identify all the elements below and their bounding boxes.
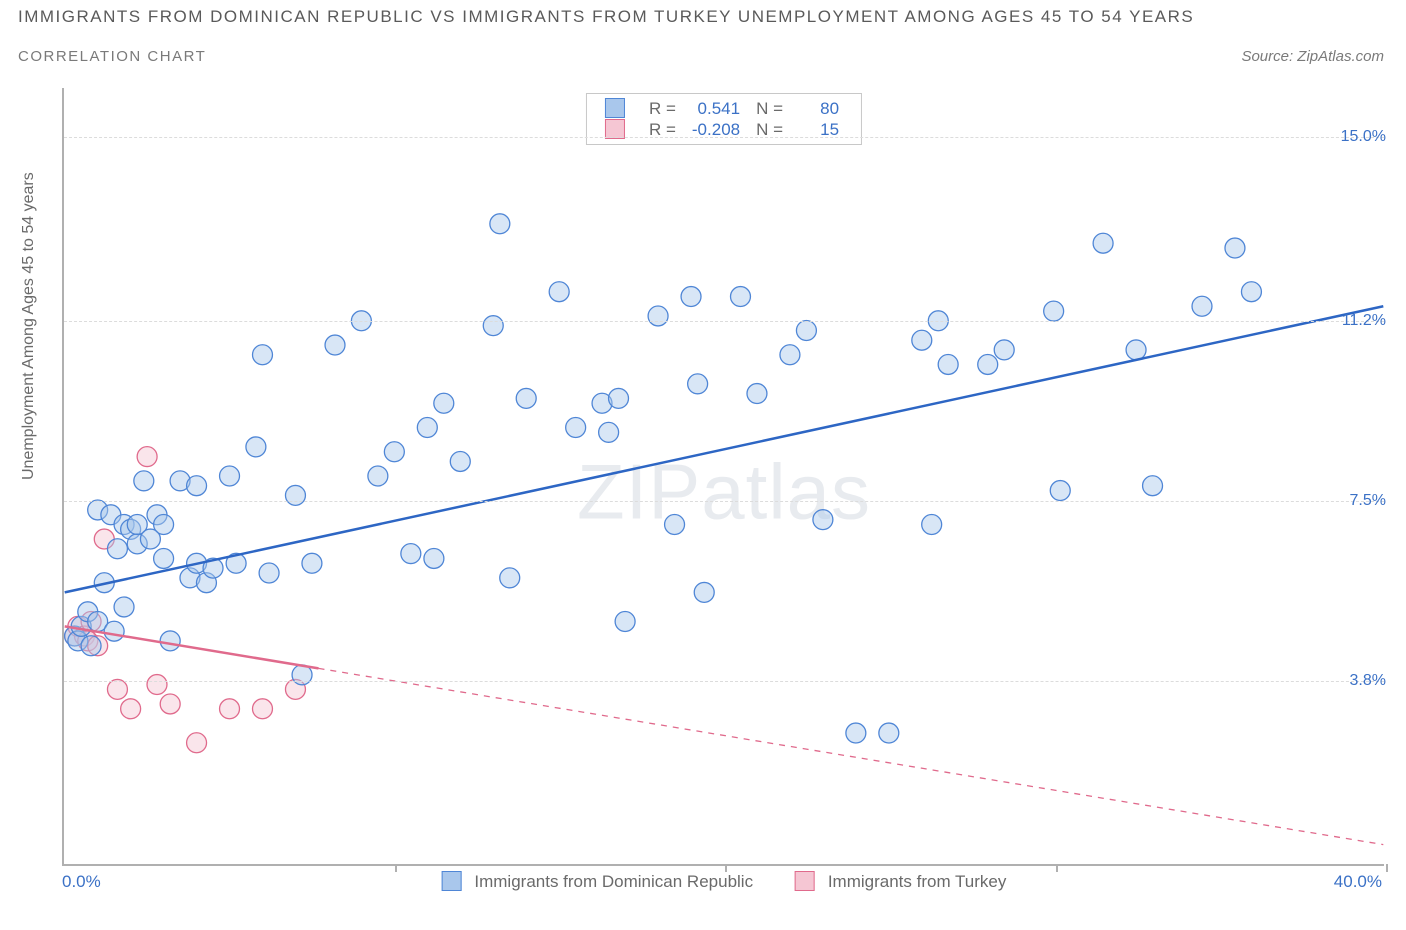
data-point <box>813 510 833 530</box>
legend-label-2: Immigrants from Turkey <box>828 872 1007 891</box>
data-point <box>694 582 714 602</box>
data-point <box>81 636 101 656</box>
legend-n-label: N = <box>748 98 791 119</box>
x-axis-min-label: 0.0% <box>62 872 101 892</box>
plot-svg <box>64 88 1384 864</box>
data-point <box>747 384 767 404</box>
data-point <box>246 437 266 457</box>
data-point <box>1050 481 1070 501</box>
x-tick <box>1056 864 1058 872</box>
data-point <box>220 466 240 486</box>
y-tick-label: 7.5% <box>1350 492 1386 510</box>
data-point <box>648 306 668 326</box>
gridline <box>64 137 1384 138</box>
regression-line-extrapolated <box>319 668 1384 844</box>
data-point <box>912 330 932 350</box>
data-point <box>490 214 510 234</box>
data-point <box>160 631 180 651</box>
data-point <box>681 287 701 307</box>
data-point <box>107 539 127 559</box>
data-point <box>302 553 322 573</box>
data-point <box>1225 238 1245 258</box>
y-tick-label: 11.2% <box>1342 312 1386 330</box>
legend-item-2: Immigrants from Turkey <box>795 871 1006 892</box>
data-point <box>160 694 180 714</box>
data-point <box>384 442 404 462</box>
data-point <box>104 621 124 641</box>
scatter-plot: ZIPatlas R = 0.541 N = 80 R = -0.208 N =… <box>62 88 1384 866</box>
data-point <box>450 451 470 471</box>
gridline <box>64 501 1384 502</box>
gridline <box>64 681 1384 682</box>
data-point <box>599 422 619 442</box>
data-point <box>285 485 305 505</box>
x-axis-max-label: 40.0% <box>1334 872 1382 892</box>
legend-item-1: Immigrants from Dominican Republic <box>442 871 753 892</box>
legend-swatch-series-1 <box>605 98 625 118</box>
data-point <box>147 675 167 695</box>
data-point <box>325 335 345 355</box>
data-point <box>1192 296 1212 316</box>
legend-swatch-series-2 <box>795 871 815 891</box>
chart-title: IMMIGRANTS FROM DOMINICAN REPUBLIC VS IM… <box>18 7 1194 27</box>
data-point <box>1126 340 1146 360</box>
data-point <box>846 723 866 743</box>
data-point <box>154 515 174 535</box>
x-tick <box>1386 864 1388 872</box>
series-legend: Immigrants from Dominican Republic Immig… <box>442 871 1007 892</box>
data-point <box>368 466 388 486</box>
data-point <box>665 515 685 535</box>
data-point <box>121 699 141 719</box>
data-point <box>688 374 708 394</box>
data-point <box>187 733 207 753</box>
data-point <box>922 515 942 535</box>
legend-r-label: R = <box>641 98 684 119</box>
legend-swatch-series-1 <box>442 871 462 891</box>
data-point <box>796 321 816 341</box>
data-point <box>187 476 207 496</box>
data-point <box>780 345 800 365</box>
data-point <box>483 316 503 336</box>
data-point <box>134 471 154 491</box>
data-point <box>1044 301 1064 321</box>
data-point <box>879 723 899 743</box>
data-point <box>220 699 240 719</box>
data-point <box>154 548 174 568</box>
y-tick-label: 3.8% <box>1350 672 1386 690</box>
data-point <box>609 388 629 408</box>
data-point <box>615 612 635 632</box>
data-point <box>253 699 273 719</box>
data-point <box>731 287 751 307</box>
data-point <box>938 354 958 374</box>
chart-subtitle: CORRELATION CHART <box>18 48 206 65</box>
data-point <box>253 345 273 365</box>
data-point <box>978 354 998 374</box>
data-point <box>401 544 421 564</box>
data-point <box>500 568 520 588</box>
data-point <box>1241 282 1261 302</box>
data-point <box>1143 476 1163 496</box>
data-point <box>114 597 134 617</box>
data-point <box>107 679 127 699</box>
legend-label-1: Immigrants from Dominican Republic <box>474 872 753 891</box>
data-point <box>259 563 279 583</box>
legend-r-value-1: 0.541 <box>684 98 748 119</box>
data-point <box>137 447 157 467</box>
data-point <box>994 340 1014 360</box>
data-point <box>424 548 444 568</box>
data-point <box>549 282 569 302</box>
x-tick <box>395 864 397 872</box>
source-attribution: Source: ZipAtlas.com <box>1241 48 1384 65</box>
data-point <box>516 388 536 408</box>
data-point <box>417 418 437 438</box>
y-axis-title: Unemployment Among Ages 45 to 54 years <box>20 172 38 480</box>
legend-n-value-1: 80 <box>791 98 847 119</box>
data-point <box>1093 233 1113 253</box>
data-point <box>434 393 454 413</box>
y-tick-label: 15.0% <box>1341 128 1386 146</box>
data-point <box>566 418 586 438</box>
gridline <box>64 321 1384 322</box>
